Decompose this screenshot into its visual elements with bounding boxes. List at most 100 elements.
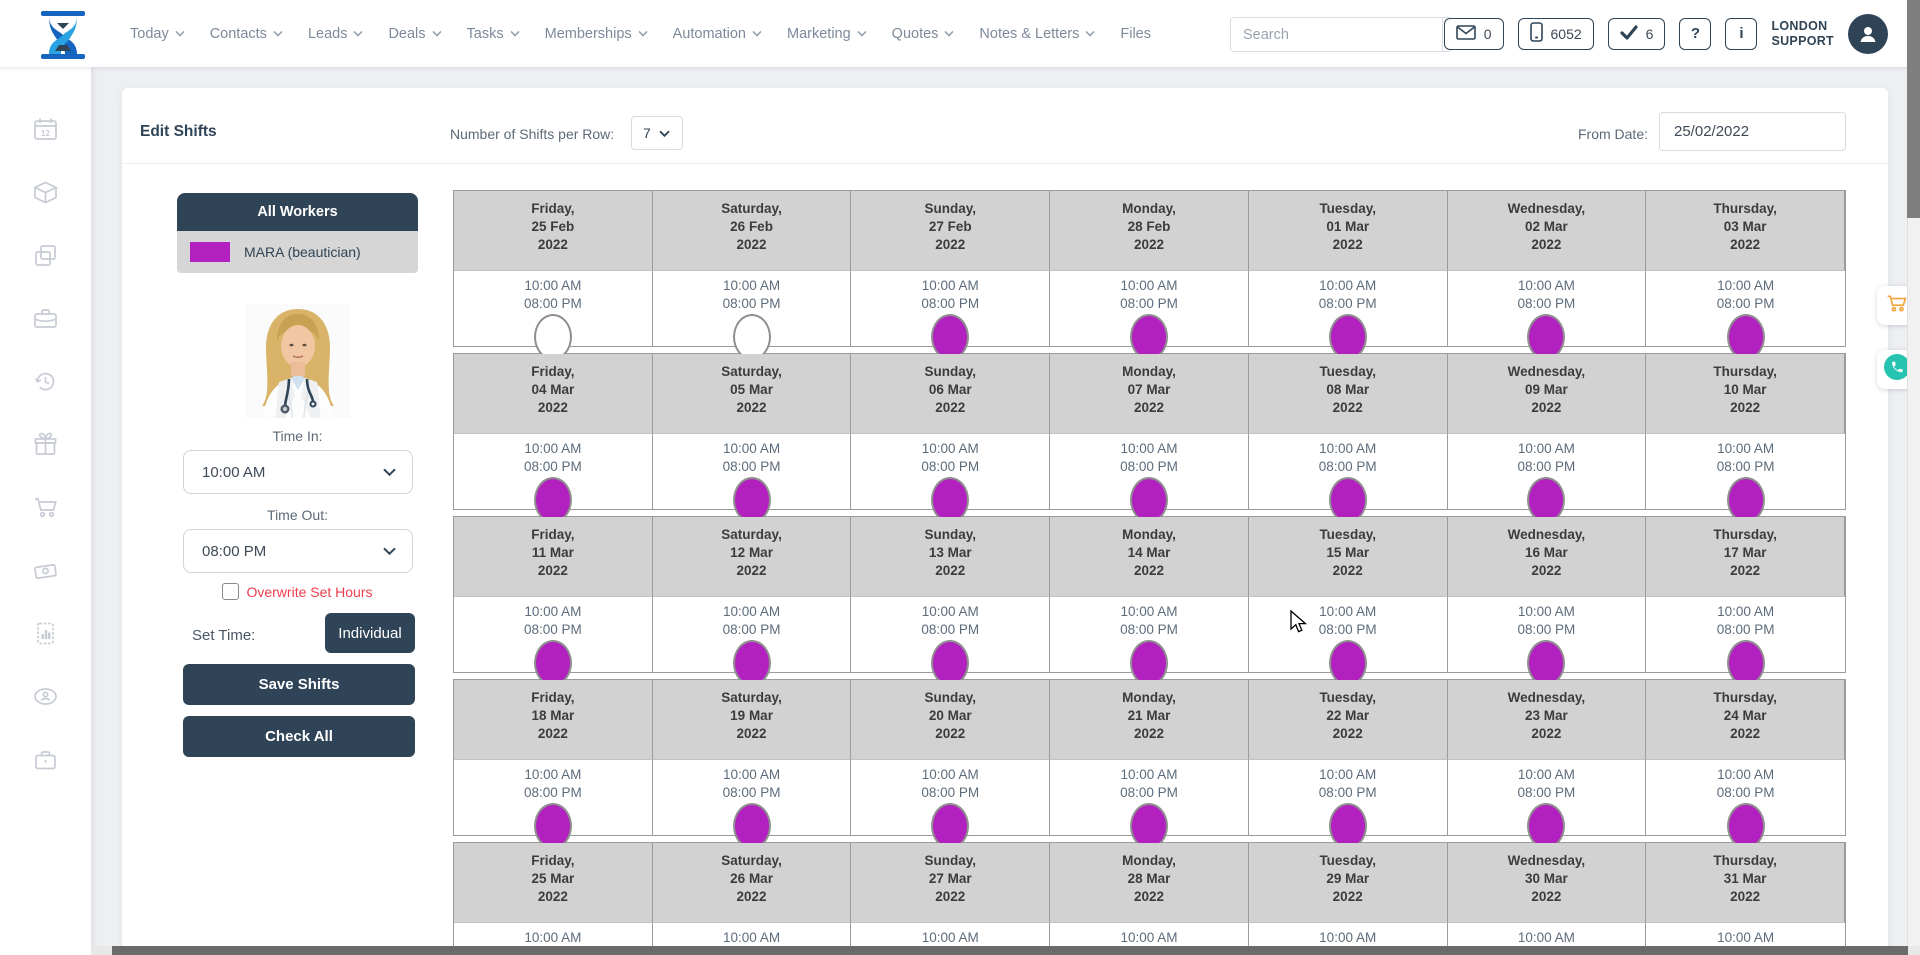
day-header: Tuesday, 01 Mar 2022 [1248, 191, 1448, 271]
messages-badge[interactable]: 0 [1443, 17, 1504, 50]
chevron-down-icon [353, 30, 364, 37]
shift-toggle-off[interactable] [533, 314, 572, 360]
shift-toggle-on[interactable] [1328, 640, 1367, 686]
day-header: Sunday, 20 Mar 2022 [851, 680, 1051, 760]
day-header: Wednesday, 30 Mar 2022 [1447, 843, 1647, 923]
all-workers-button[interactable]: All Workers [177, 193, 418, 231]
nav-quotes[interactable]: Quotes [892, 26, 955, 42]
nav-contacts[interactable]: Contacts [210, 26, 283, 42]
svg-text:12: 12 [41, 129, 50, 138]
sidebar-history-clock-icon[interactable] [32, 368, 59, 395]
sidebar-toolbox-icon[interactable] [32, 746, 59, 773]
week-row: Friday, 18 Mar 2022 Saturday, 19 Mar 2022 Sund… [453, 679, 1846, 849]
shift-toggle-on[interactable] [732, 640, 771, 686]
day-header: Wednesday, 09 Mar 2022 [1447, 354, 1647, 434]
sidebar-copy-pages-icon[interactable] [32, 242, 59, 269]
save-shifts-button[interactable]: Save Shifts [183, 664, 415, 705]
shift-grid: Friday, 25 Feb 2022 Saturday, 26 Feb 2022 Sund… [453, 190, 1846, 955]
calls-count: 6052 [1550, 25, 1582, 42]
shift-toggle-off[interactable] [732, 314, 771, 360]
day-header: Friday, 18 Mar 2022 [454, 680, 653, 760]
info-icon: i [1739, 25, 1744, 42]
day-header: Saturday, 19 Mar 2022 [652, 680, 852, 760]
shift-toggle-on[interactable] [1726, 314, 1765, 360]
time-in-select[interactable]: 10:00 AM [183, 450, 413, 494]
shift-toggle-on[interactable] [1129, 314, 1168, 360]
horizontal-scrollbar[interactable] [91, 946, 1920, 955]
sidebar-gift-icon[interactable] [32, 431, 59, 458]
overwrite-checkbox[interactable] [222, 583, 240, 600]
vertical-scrollbar-thumb[interactable] [1907, 0, 1920, 218]
from-date-input[interactable] [1659, 112, 1846, 151]
shift-toggle-on[interactable] [931, 803, 970, 849]
from-date-label: From Date: [1577, 126, 1648, 142]
day-header: Saturday, 26 Feb 2022 [652, 191, 852, 271]
sidebar-calendar-12-icon[interactable]: 12 [32, 116, 59, 143]
vertical-scrollbar[interactable] [1907, 0, 1920, 955]
nav-deals[interactable]: Deals [388, 26, 442, 42]
nav-tasks[interactable]: Tasks [467, 26, 520, 42]
time-in-label: Time In: [272, 428, 323, 444]
sidebar-shopping-cart-icon[interactable] [32, 494, 59, 521]
day-header: Monday, 21 Mar 2022 [1050, 680, 1249, 760]
nav-today[interactable]: Today [130, 26, 185, 42]
shift-toggle-on[interactable] [1527, 640, 1566, 686]
shift-toggle-on[interactable] [732, 803, 771, 849]
chevron-down-icon [857, 30, 867, 37]
chevron-down-icon [638, 30, 648, 37]
search-input[interactable] [1231, 18, 1442, 51]
time-out-select[interactable]: 08:00 PM [183, 529, 413, 573]
sidebar-report-chart-icon[interactable] [32, 620, 59, 647]
sidebar-member-badge-icon[interactable] [32, 683, 59, 710]
nav-leads[interactable]: Leads [308, 26, 364, 42]
messages-count: 0 [1483, 25, 1492, 42]
nav-marketing[interactable]: Marketing [787, 26, 867, 42]
user-avatar[interactable] [1848, 13, 1888, 54]
info-button[interactable]: i [1725, 17, 1758, 50]
calls-badge[interactable]: 6052 [1517, 17, 1594, 50]
day-header: Thursday, 17 Mar 2022 [1646, 517, 1845, 597]
hourglass-logo-icon[interactable] [35, 7, 91, 63]
nav-files[interactable]: Files [1120, 25, 1151, 42]
shift-toggle-on[interactable] [1328, 803, 1367, 849]
day-header: Wednesday, 02 Mar 2022 [1447, 191, 1647, 271]
shift-toggle-on[interactable] [1328, 314, 1367, 360]
shift-toggle-on[interactable] [533, 640, 572, 686]
shift-toggle-on[interactable] [931, 640, 970, 686]
day-header: Saturday, 05 Mar 2022 [652, 354, 852, 434]
overwrite-set-hours-row: Overwrite Set Hours [177, 583, 418, 600]
worker-list-item[interactable]: MARA (beautician) [177, 231, 418, 273]
shift-toggle-on[interactable] [1129, 803, 1168, 849]
shift-toggle-on[interactable] [931, 477, 970, 523]
sidebar-money-icon[interactable] [32, 557, 59, 584]
tasks-badge[interactable]: 6 [1607, 17, 1666, 50]
envelope-icon [1455, 24, 1476, 43]
chevron-down-icon [273, 30, 283, 37]
overwrite-label: Overwrite Set Hours [246, 583, 373, 600]
help-button[interactable]: ? [1679, 17, 1712, 50]
chevron-down-icon [175, 30, 185, 37]
sidebar-briefcase-icon[interactable] [32, 305, 59, 332]
shift-toggle-on[interactable] [1527, 477, 1566, 523]
shift-toggle-on[interactable] [732, 477, 771, 523]
week-row: Friday, 11 Mar 2022 Saturday, 12 Mar 2022 Sund… [453, 516, 1846, 686]
week-row: Friday, 25 Feb 2022 Saturday, 26 Feb 2022 Sund… [453, 190, 1846, 360]
day-header: Tuesday, 08 Mar 2022 [1248, 354, 1448, 434]
check-all-button[interactable]: Check All [183, 716, 415, 757]
main-navigation: Today Contacts Leads Deals Tasks Memberships A… [130, 0, 1151, 67]
nav-notes-letters[interactable]: Notes & Letters [979, 26, 1095, 42]
sidebar-package-icon[interactable] [32, 179, 59, 206]
nav-memberships[interactable]: Memberships [545, 26, 648, 42]
individual-button[interactable]: Individual [325, 613, 415, 653]
nav-automation[interactable]: Automation [673, 26, 762, 42]
shifts-per-row-select[interactable]: 7 [631, 116, 683, 150]
day-header: Monday, 07 Mar 2022 [1050, 354, 1249, 434]
horizontal-scrollbar-thumb[interactable] [112, 946, 1908, 955]
chevron-down-icon [752, 30, 762, 37]
